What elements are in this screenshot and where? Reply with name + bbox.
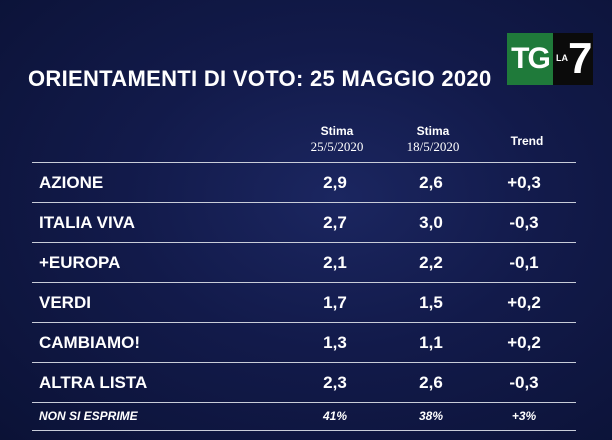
estimate-current: 1,7 bbox=[323, 293, 347, 312]
estimate-current: 2,7 bbox=[323, 213, 347, 232]
estimate-previous: 2,6 bbox=[419, 173, 443, 192]
trend-value: -0,3 bbox=[509, 213, 539, 232]
footer-previous: 38% bbox=[418, 409, 444, 423]
table-row: CAMBIAMO! 1,3 1,1 +0,2 bbox=[32, 322, 576, 362]
party-name: VERDI bbox=[39, 293, 91, 312]
logo-tg: TG bbox=[507, 33, 553, 85]
logo-la7: LA 7 bbox=[553, 33, 593, 85]
party-name: +EUROPA bbox=[39, 253, 121, 272]
table-row-non-si-esprime: NON SI ESPRIME 41% 38% +3% bbox=[32, 402, 576, 431]
footer-current: 41% bbox=[322, 409, 348, 423]
column-header-label: Stima bbox=[416, 124, 450, 138]
column-header-label: Stima bbox=[320, 124, 354, 138]
estimate-current: 2,3 bbox=[323, 373, 347, 392]
tg-la7-logo: TG LA 7 bbox=[507, 33, 593, 85]
column-header-label: Trend bbox=[510, 134, 544, 148]
column-header-date: 25/5/2020 bbox=[310, 139, 364, 154]
estimate-current: 2,9 bbox=[323, 173, 347, 192]
trend-value: -0,1 bbox=[509, 253, 539, 272]
footer-label: NON SI ESPRIME bbox=[39, 409, 138, 423]
estimate-previous: 1,1 bbox=[419, 333, 443, 352]
logo-la: LA bbox=[556, 53, 568, 63]
estimate-previous: 2,6 bbox=[419, 373, 443, 392]
estimate-previous: 1,5 bbox=[419, 293, 443, 312]
trend-value: +0,2 bbox=[507, 293, 541, 312]
column-header-stima-previous: Stima 18/5/2020 bbox=[392, 124, 474, 154]
column-header-date: 18/5/2020 bbox=[406, 139, 460, 154]
table-row: AZIONE 2,9 2,6 +0,3 bbox=[32, 162, 576, 202]
trend-value: +0,2 bbox=[507, 333, 541, 352]
trend-value: -0,3 bbox=[509, 373, 539, 392]
table-row: ALTRA LISTA 2,3 2,6 -0,3 bbox=[32, 362, 576, 402]
estimate-previous: 2,2 bbox=[419, 253, 443, 272]
estimate-current: 2,1 bbox=[323, 253, 347, 272]
column-header-trend: Trend bbox=[497, 134, 557, 149]
footer-trend: +3% bbox=[511, 409, 537, 423]
estimate-current: 1,3 bbox=[323, 333, 347, 352]
logo-seven: 7 bbox=[568, 34, 593, 83]
chart-title: ORIENTAMENTI DI VOTO: 25 MAGGIO 2020 bbox=[28, 66, 492, 91]
party-name: CAMBIAMO! bbox=[39, 333, 141, 352]
party-name: ALTRA LISTA bbox=[39, 373, 148, 392]
party-name: AZIONE bbox=[39, 173, 104, 192]
trend-value: +0,3 bbox=[507, 173, 541, 192]
table-row: +EUROPA 2,1 2,2 -0,1 bbox=[32, 242, 576, 282]
table-row: VERDI 1,7 1,5 +0,2 bbox=[32, 282, 576, 322]
poll-table: AZIONE 2,9 2,6 +0,3 ITALIA VIVA 2,7 3,0 … bbox=[32, 162, 576, 431]
estimate-previous: 3,0 bbox=[419, 213, 443, 232]
party-name: ITALIA VIVA bbox=[39, 213, 136, 232]
column-header-stima-current: Stima 25/5/2020 bbox=[296, 124, 378, 154]
table-row: ITALIA VIVA 2,7 3,0 -0,3 bbox=[32, 202, 576, 242]
